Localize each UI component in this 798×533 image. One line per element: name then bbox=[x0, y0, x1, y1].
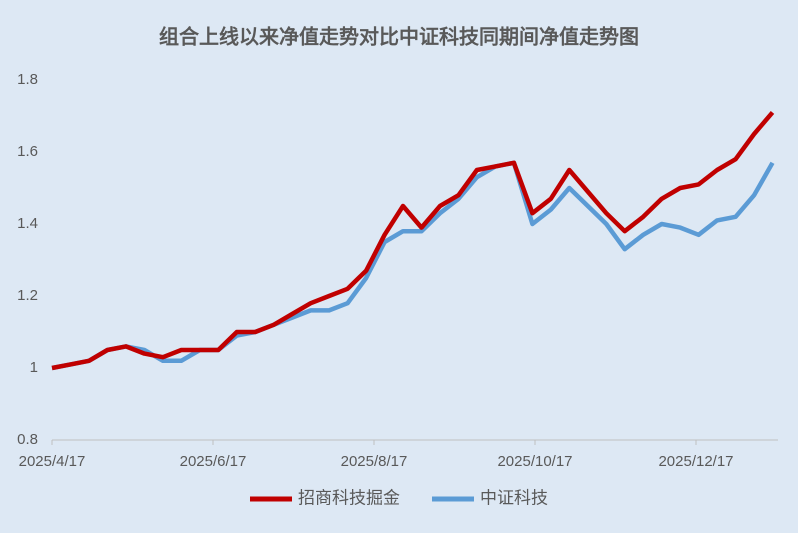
y-tick-label: 1.4 bbox=[17, 215, 38, 232]
x-tick-label: 2025/10/17 bbox=[497, 453, 572, 470]
legend-label: 招商科技掘金 bbox=[298, 488, 400, 507]
series-line bbox=[51, 110, 775, 371]
x-tick-label: 2025/6/17 bbox=[180, 453, 247, 470]
legend-label: 中证科技 bbox=[480, 488, 548, 507]
series-line bbox=[51, 160, 775, 371]
x-tick-label: 2025/4/17 bbox=[19, 453, 86, 470]
y-tick-label: 0.8 bbox=[17, 431, 38, 448]
chart-title: 组合上线以来净值走势对比中证科技同期间净值走势图 bbox=[159, 24, 639, 48]
y-tick-label: 1.6 bbox=[17, 143, 38, 160]
y-tick-label: 1.8 bbox=[17, 71, 38, 88]
x-tick-label: 2025/12/17 bbox=[658, 453, 733, 470]
y-tick-label: 1 bbox=[30, 359, 38, 376]
x-tick-label: 2025/8/17 bbox=[341, 453, 408, 470]
y-tick-label: 1.2 bbox=[17, 287, 38, 304]
